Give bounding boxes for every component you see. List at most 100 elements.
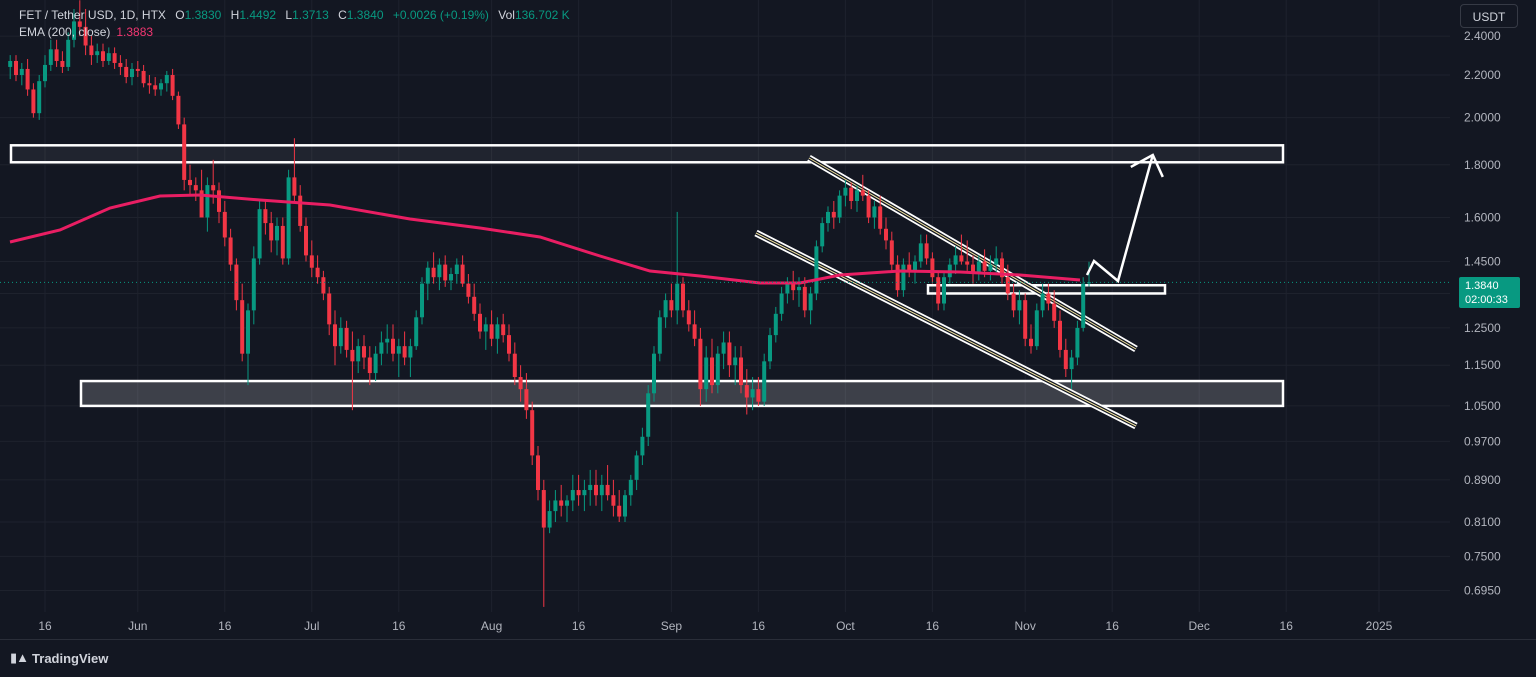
currency-button[interactable]: USDT xyxy=(1460,4,1518,28)
candle-body xyxy=(831,211,836,218)
candle-body xyxy=(518,377,523,390)
candle-body xyxy=(918,243,923,262)
candle-body xyxy=(211,185,216,191)
candle-body xyxy=(396,346,401,354)
candle-body xyxy=(553,500,558,512)
price-tick-label: 1.2500 xyxy=(1464,321,1501,335)
candle-body xyxy=(135,68,140,71)
time-tick-label: 16 xyxy=(1280,619,1294,633)
candle-body xyxy=(953,255,958,265)
candle-body xyxy=(605,484,610,496)
candle-body xyxy=(820,223,825,247)
candle-body xyxy=(675,283,680,311)
candle-body xyxy=(182,124,187,180)
candle-body xyxy=(164,75,169,84)
time-tick-label: 16 xyxy=(752,619,766,633)
candle-body xyxy=(14,60,18,75)
candle-body xyxy=(118,62,123,67)
candle-body xyxy=(280,225,285,259)
ema-label[interactable]: EMA (200, close) xyxy=(19,25,111,39)
candle-body xyxy=(443,264,448,281)
candle-body xyxy=(385,338,390,343)
candle-body xyxy=(222,211,227,238)
candle-body xyxy=(350,349,355,362)
candle-body xyxy=(570,490,575,501)
candle-body xyxy=(669,300,674,311)
candle-body xyxy=(715,353,720,386)
candle-body xyxy=(19,68,24,75)
candle-body xyxy=(837,195,842,218)
symbol-label[interactable]: FET / Tether USD, 1D, HTX xyxy=(19,8,166,22)
candle-body xyxy=(1029,338,1033,347)
candle-body xyxy=(286,177,291,259)
candle-body xyxy=(472,296,477,314)
candle-body xyxy=(536,455,540,491)
candle-body xyxy=(924,243,929,259)
low-value: 1.3713 xyxy=(292,8,329,22)
candle-body xyxy=(959,255,964,262)
candle-body xyxy=(843,187,848,196)
chart-grid xyxy=(0,0,1450,612)
volume-label: Vol xyxy=(498,8,515,22)
tradingview-logo-icon: ▮▲ xyxy=(10,650,29,665)
tradingview-logo[interactable]: ▮▲ TradingView xyxy=(10,650,108,666)
candle-body xyxy=(942,277,946,304)
legend-ema-row: EMA (200, close) 1.3883 xyxy=(19,24,570,41)
candle-body xyxy=(43,64,47,82)
candle-body xyxy=(420,283,424,318)
candle-body xyxy=(147,83,152,86)
candle-body xyxy=(849,187,854,201)
candle-body xyxy=(704,357,709,390)
price-tick-label: 1.4500 xyxy=(1464,255,1501,269)
candle-body xyxy=(710,357,714,386)
chart-legend: FET / Tether USD, 1D, HTX O1.3830 H1.449… xyxy=(19,7,570,41)
high-value: 1.4492 xyxy=(239,8,277,22)
candle-body xyxy=(965,261,970,265)
candle-body xyxy=(141,70,146,84)
candle-body xyxy=(321,277,326,294)
time-tick-label: Aug xyxy=(481,619,502,633)
candle-body xyxy=(512,353,517,378)
last-price-badge: 1.3840 02:00:33 xyxy=(1459,277,1520,308)
bar-countdown: 02:00:33 xyxy=(1465,294,1508,306)
candle-body xyxy=(205,185,210,218)
change-value: +0.0026 (+0.19%) xyxy=(392,8,489,22)
close-value: 1.3840 xyxy=(346,8,384,22)
candle-body xyxy=(1000,258,1004,278)
candle-body xyxy=(263,209,268,224)
candle-body xyxy=(454,264,459,275)
candle-body xyxy=(686,310,691,325)
candle-body xyxy=(808,293,813,311)
candle-body xyxy=(1052,303,1057,321)
projection-arrowhead xyxy=(1130,153,1164,178)
tradingview-wordmark: TradingView xyxy=(32,650,109,666)
candle-body xyxy=(193,185,198,191)
price-tick-label: 0.9700 xyxy=(1464,434,1501,448)
candle-body xyxy=(304,225,308,256)
support-zone xyxy=(79,379,1285,408)
candle-body xyxy=(495,324,500,339)
time-tick-label: 16 xyxy=(572,619,586,633)
candle-body xyxy=(750,389,755,398)
candle-body xyxy=(379,342,384,354)
breakout-box xyxy=(926,284,1167,295)
candle-body xyxy=(785,283,790,294)
legend-ohlc-row: FET / Tether USD, 1D, HTX O1.3830 H1.449… xyxy=(19,7,570,24)
candle-body xyxy=(327,293,332,325)
candle-body xyxy=(31,89,36,114)
candle-body xyxy=(338,327,343,347)
candle-body xyxy=(437,264,442,278)
candle-body xyxy=(449,274,453,281)
candle-body xyxy=(802,286,807,311)
time-tick-label: Dec xyxy=(1189,619,1210,633)
candle-body xyxy=(866,195,871,218)
candle-body xyxy=(188,179,192,186)
time-tick-label: Sep xyxy=(661,619,683,633)
last-price-value: 1.3840 xyxy=(1465,280,1499,292)
candle-body xyxy=(431,267,436,278)
price-tick-label: 0.6950 xyxy=(1464,584,1501,598)
ema-200-line xyxy=(9,193,1081,285)
candle-body xyxy=(663,300,668,318)
candle-body xyxy=(72,21,76,40)
